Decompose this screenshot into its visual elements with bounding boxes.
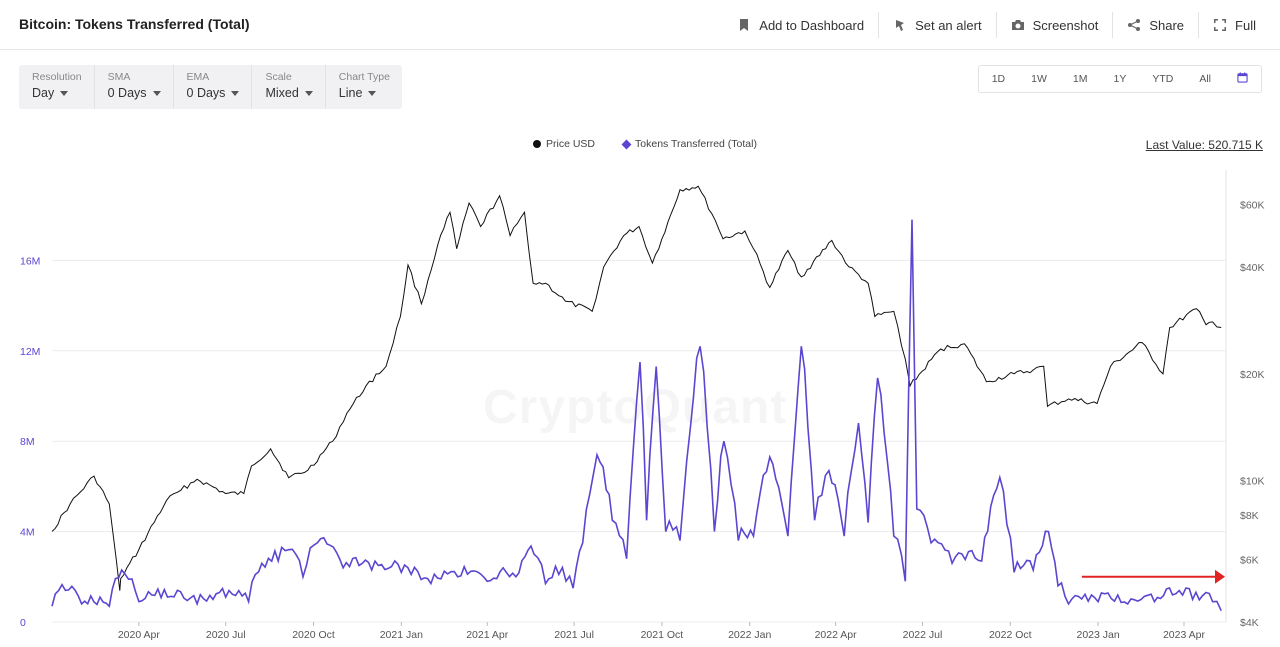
legend-label-price: Price USD	[546, 138, 596, 150]
chart-type-select[interactable]: Chart Type Line	[326, 65, 402, 109]
share-button[interactable]: Share	[1112, 12, 1198, 38]
left-axis-tick-label: 4M	[20, 527, 35, 539]
chart-type-value: Line	[338, 86, 363, 100]
add-to-dashboard-label: Add to Dashboard	[759, 17, 865, 33]
screenshot-button[interactable]: Screenshot	[995, 12, 1113, 38]
right-axis-tick-label: $8K	[1240, 510, 1259, 522]
range-1d-button[interactable]: 1D	[991, 73, 1006, 85]
chart-type-label: Chart Type	[338, 71, 390, 83]
caret-down-icon	[304, 90, 313, 96]
gridlines	[52, 170, 1227, 623]
right-axis-tick-label: $40K	[1240, 262, 1265, 274]
x-axis-tick-label: 2021 Jan	[380, 629, 423, 641]
fullscreen-button[interactable]: Full	[1198, 12, 1270, 38]
caret-down-icon	[368, 90, 377, 96]
page-title: Bitcoin: Tokens Transferred (Total)	[19, 16, 250, 32]
x-axis-tick-label: 2021 Apr	[466, 629, 509, 641]
range-1m-button[interactable]: 1M	[1072, 73, 1088, 85]
action-bar: Add to Dashboard Set an alert Screenshot…	[723, 0, 1270, 50]
sma-select[interactable]: SMA 0 Days	[95, 65, 174, 109]
sma-label: SMA	[107, 71, 131, 83]
caret-down-icon	[152, 90, 161, 96]
annotations	[1081, 569, 1225, 584]
ema-label: EMA	[186, 71, 210, 83]
ema-select[interactable]: EMA 0 Days	[174, 65, 253, 109]
left-axis-tick-label: 16M	[20, 255, 40, 267]
right-axis-tick-label: $10K	[1240, 476, 1265, 488]
x-axis-tick-label: 2023 Apr	[1163, 629, 1206, 641]
calendar-button[interactable]	[1224, 66, 1261, 92]
x-axis-tick-label: 2022 Jul	[903, 629, 943, 641]
x-axis-tick-label: 2022 Jan	[728, 629, 771, 641]
add-to-dashboard-button[interactable]: Add to Dashboard	[723, 12, 878, 38]
left-axis-tick-label: 0	[20, 617, 26, 629]
resolution-label: Resolution	[32, 71, 82, 83]
x-axis-tick-label: 2020 Jul	[206, 629, 246, 641]
left-axis-tick-label: 8M	[20, 436, 35, 448]
calendar-icon	[1237, 72, 1248, 83]
left-axis-ticks: 0 4M 8M 12M 16M	[20, 255, 40, 629]
legend-item-price[interactable]: Price USD	[533, 138, 595, 150]
resolution-value: Day	[32, 86, 55, 100]
legend-item-tokens[interactable]: Tokens Transferred (Total)	[621, 138, 757, 150]
x-axis-tick-label: 2022 Oct	[989, 629, 1032, 641]
circle-marker-icon	[533, 140, 541, 148]
left-axis-tick-label: 12M	[20, 346, 40, 358]
right-axis-ticks: $4K $6K $8K $10K $20K $40K $60K	[1240, 199, 1265, 629]
x-axis-tick-label: 2023 Jan	[1076, 629, 1119, 641]
price-usd-line	[51, 185, 1222, 591]
right-axis-tick-label: $20K	[1240, 369, 1265, 381]
tokens-transferred-line	[51, 219, 1222, 612]
scale-select[interactable]: Scale Mixed	[252, 65, 326, 109]
x-axis-tick-label: 2022 Apr	[815, 629, 858, 641]
legend-label-tokens: Tokens Transferred (Total)	[635, 138, 757, 150]
caret-down-icon	[231, 90, 240, 96]
x-axis-ticks: 2020 Apr 2020 Jul 2020 Oct 2021 Jan 2021 Apr…	[118, 622, 1206, 641]
diamond-marker-icon	[621, 139, 632, 149]
bookmark-icon	[740, 19, 749, 31]
share-label: Share	[1149, 17, 1185, 33]
top-bar: Bitcoin: Tokens Transferred (Total) Add …	[0, 0, 1280, 50]
chart-controls: Resolution Day SMA 0 Days EMA 0 Days Sca…	[19, 65, 402, 109]
scale-value: Mixed	[265, 86, 299, 100]
caret-down-icon	[60, 90, 69, 96]
right-axis-tick-label: $6K	[1240, 554, 1259, 566]
range-ytd-button[interactable]: YTD	[1152, 73, 1174, 85]
chart-legend: Price USD Tokens Transferred (Total)	[0, 138, 1280, 150]
camera-icon	[1011, 20, 1024, 30]
screenshot-label: Screenshot	[1032, 17, 1099, 33]
resolution-select[interactable]: Resolution Day	[19, 65, 95, 109]
range-1w-button[interactable]: 1W	[1031, 73, 1047, 85]
fullscreen-label: Full	[1235, 17, 1256, 33]
scale-label: Scale	[265, 71, 292, 83]
last-value: Last Value: 520.715 K	[1145, 138, 1263, 152]
range-1y-button[interactable]: 1Y	[1113, 73, 1127, 85]
expand-icon	[1214, 19, 1227, 31]
arrow-head-icon	[1215, 569, 1225, 584]
right-axis-tick-label: $4K	[1240, 617, 1259, 629]
range-all-button[interactable]: All	[1199, 73, 1211, 85]
share-icon	[1128, 19, 1141, 31]
chart-area: 0 4M 8M 12M 16M $4K $6K $8K $10K $20K $40K $60K 20…	[20, 170, 1265, 641]
set-alert-label: Set an alert	[915, 17, 982, 33]
right-axis-tick-label: $60K	[1240, 199, 1265, 211]
ema-value: 0 Days	[186, 86, 226, 100]
x-axis-tick-label: 2021 Oct	[641, 629, 684, 641]
set-alert-button[interactable]: Set an alert	[878, 12, 996, 38]
range-selector: 1D 1W 1M 1Y YTD All	[977, 65, 1262, 93]
x-axis-tick-label: 2020 Oct	[292, 629, 335, 641]
x-axis-tick-label: 2021 Jul	[554, 629, 594, 641]
sma-value: 0 Days	[107, 86, 147, 100]
x-axis-tick-label: 2020 Apr	[118, 629, 161, 641]
bell-icon	[896, 20, 905, 31]
